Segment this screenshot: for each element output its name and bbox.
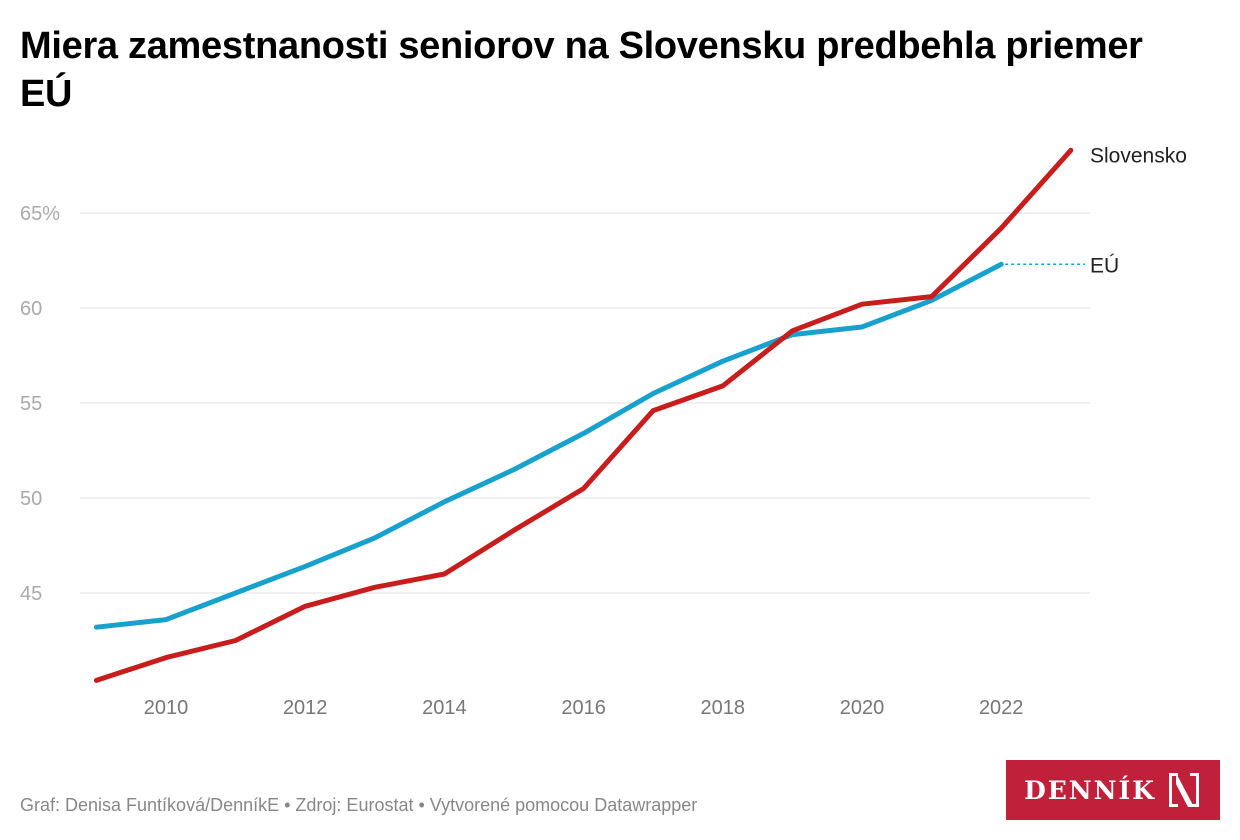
x-tick-label: 2022	[979, 697, 1024, 719]
logo-n-mark-icon	[1168, 773, 1199, 807]
logo-text: DENNÍK	[1024, 775, 1156, 805]
x-tick-label: 2010	[144, 697, 189, 719]
x-tick-label: 2012	[283, 697, 328, 719]
chart-footer: Graf: Denisa Funtíková/DenníkE • Zdroj: …	[20, 795, 698, 815]
series-label-eu: EÚ	[1090, 254, 1119, 277]
chart-title: Miera zamestnanosti seniorov na Slovensk…	[20, 25, 1143, 115]
dennik-n-logo[interactable]: DENNÍK	[1006, 760, 1220, 820]
series-label-slovensko: Slovensko	[1090, 144, 1187, 167]
series-line-eu	[93, 261, 1004, 630]
x-tick-label: 2016	[561, 697, 606, 719]
x-tick-label: 2020	[840, 697, 885, 719]
x-tick-label: 2014	[422, 697, 467, 719]
y-tick-label: 65%	[20, 203, 60, 225]
y-tick-label: 55	[20, 393, 42, 415]
x-tick-label: 2018	[701, 697, 746, 719]
y-tick-label: 50	[20, 488, 42, 510]
series-line-slovensko	[93, 147, 1074, 683]
y-tick-label: 45	[20, 583, 42, 605]
y-tick-label: 60	[20, 298, 42, 320]
